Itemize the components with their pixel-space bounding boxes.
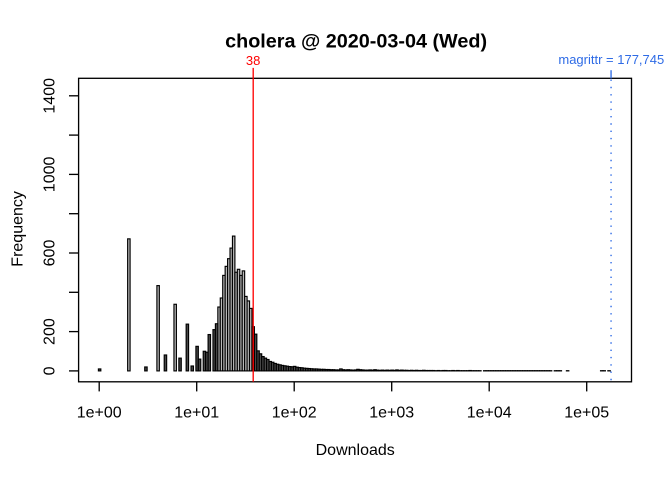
svg-text:1e+02: 1e+02 bbox=[272, 404, 317, 421]
svg-text:Frequency: Frequency bbox=[10, 191, 27, 267]
svg-text:38: 38 bbox=[246, 53, 260, 68]
svg-text:0: 0 bbox=[42, 366, 59, 375]
svg-text:1000: 1000 bbox=[42, 157, 59, 193]
svg-text:200: 200 bbox=[42, 318, 59, 345]
svg-text:Downloads: Downloads bbox=[316, 442, 395, 459]
svg-text:1e+00: 1e+00 bbox=[77, 404, 122, 421]
svg-text:600: 600 bbox=[42, 240, 59, 267]
svg-text:1e+04: 1e+04 bbox=[467, 404, 512, 421]
svg-text:cholera @ 2020-03-04 (Wed): cholera @ 2020-03-04 (Wed) bbox=[225, 30, 487, 52]
svg-text:1e+01: 1e+01 bbox=[174, 404, 219, 421]
svg-text:magrittr = 177,745: magrittr = 177,745 bbox=[558, 52, 664, 67]
svg-text:1e+05: 1e+05 bbox=[564, 404, 609, 421]
svg-text:1400: 1400 bbox=[42, 78, 59, 114]
svg-text:1e+03: 1e+03 bbox=[369, 404, 414, 421]
